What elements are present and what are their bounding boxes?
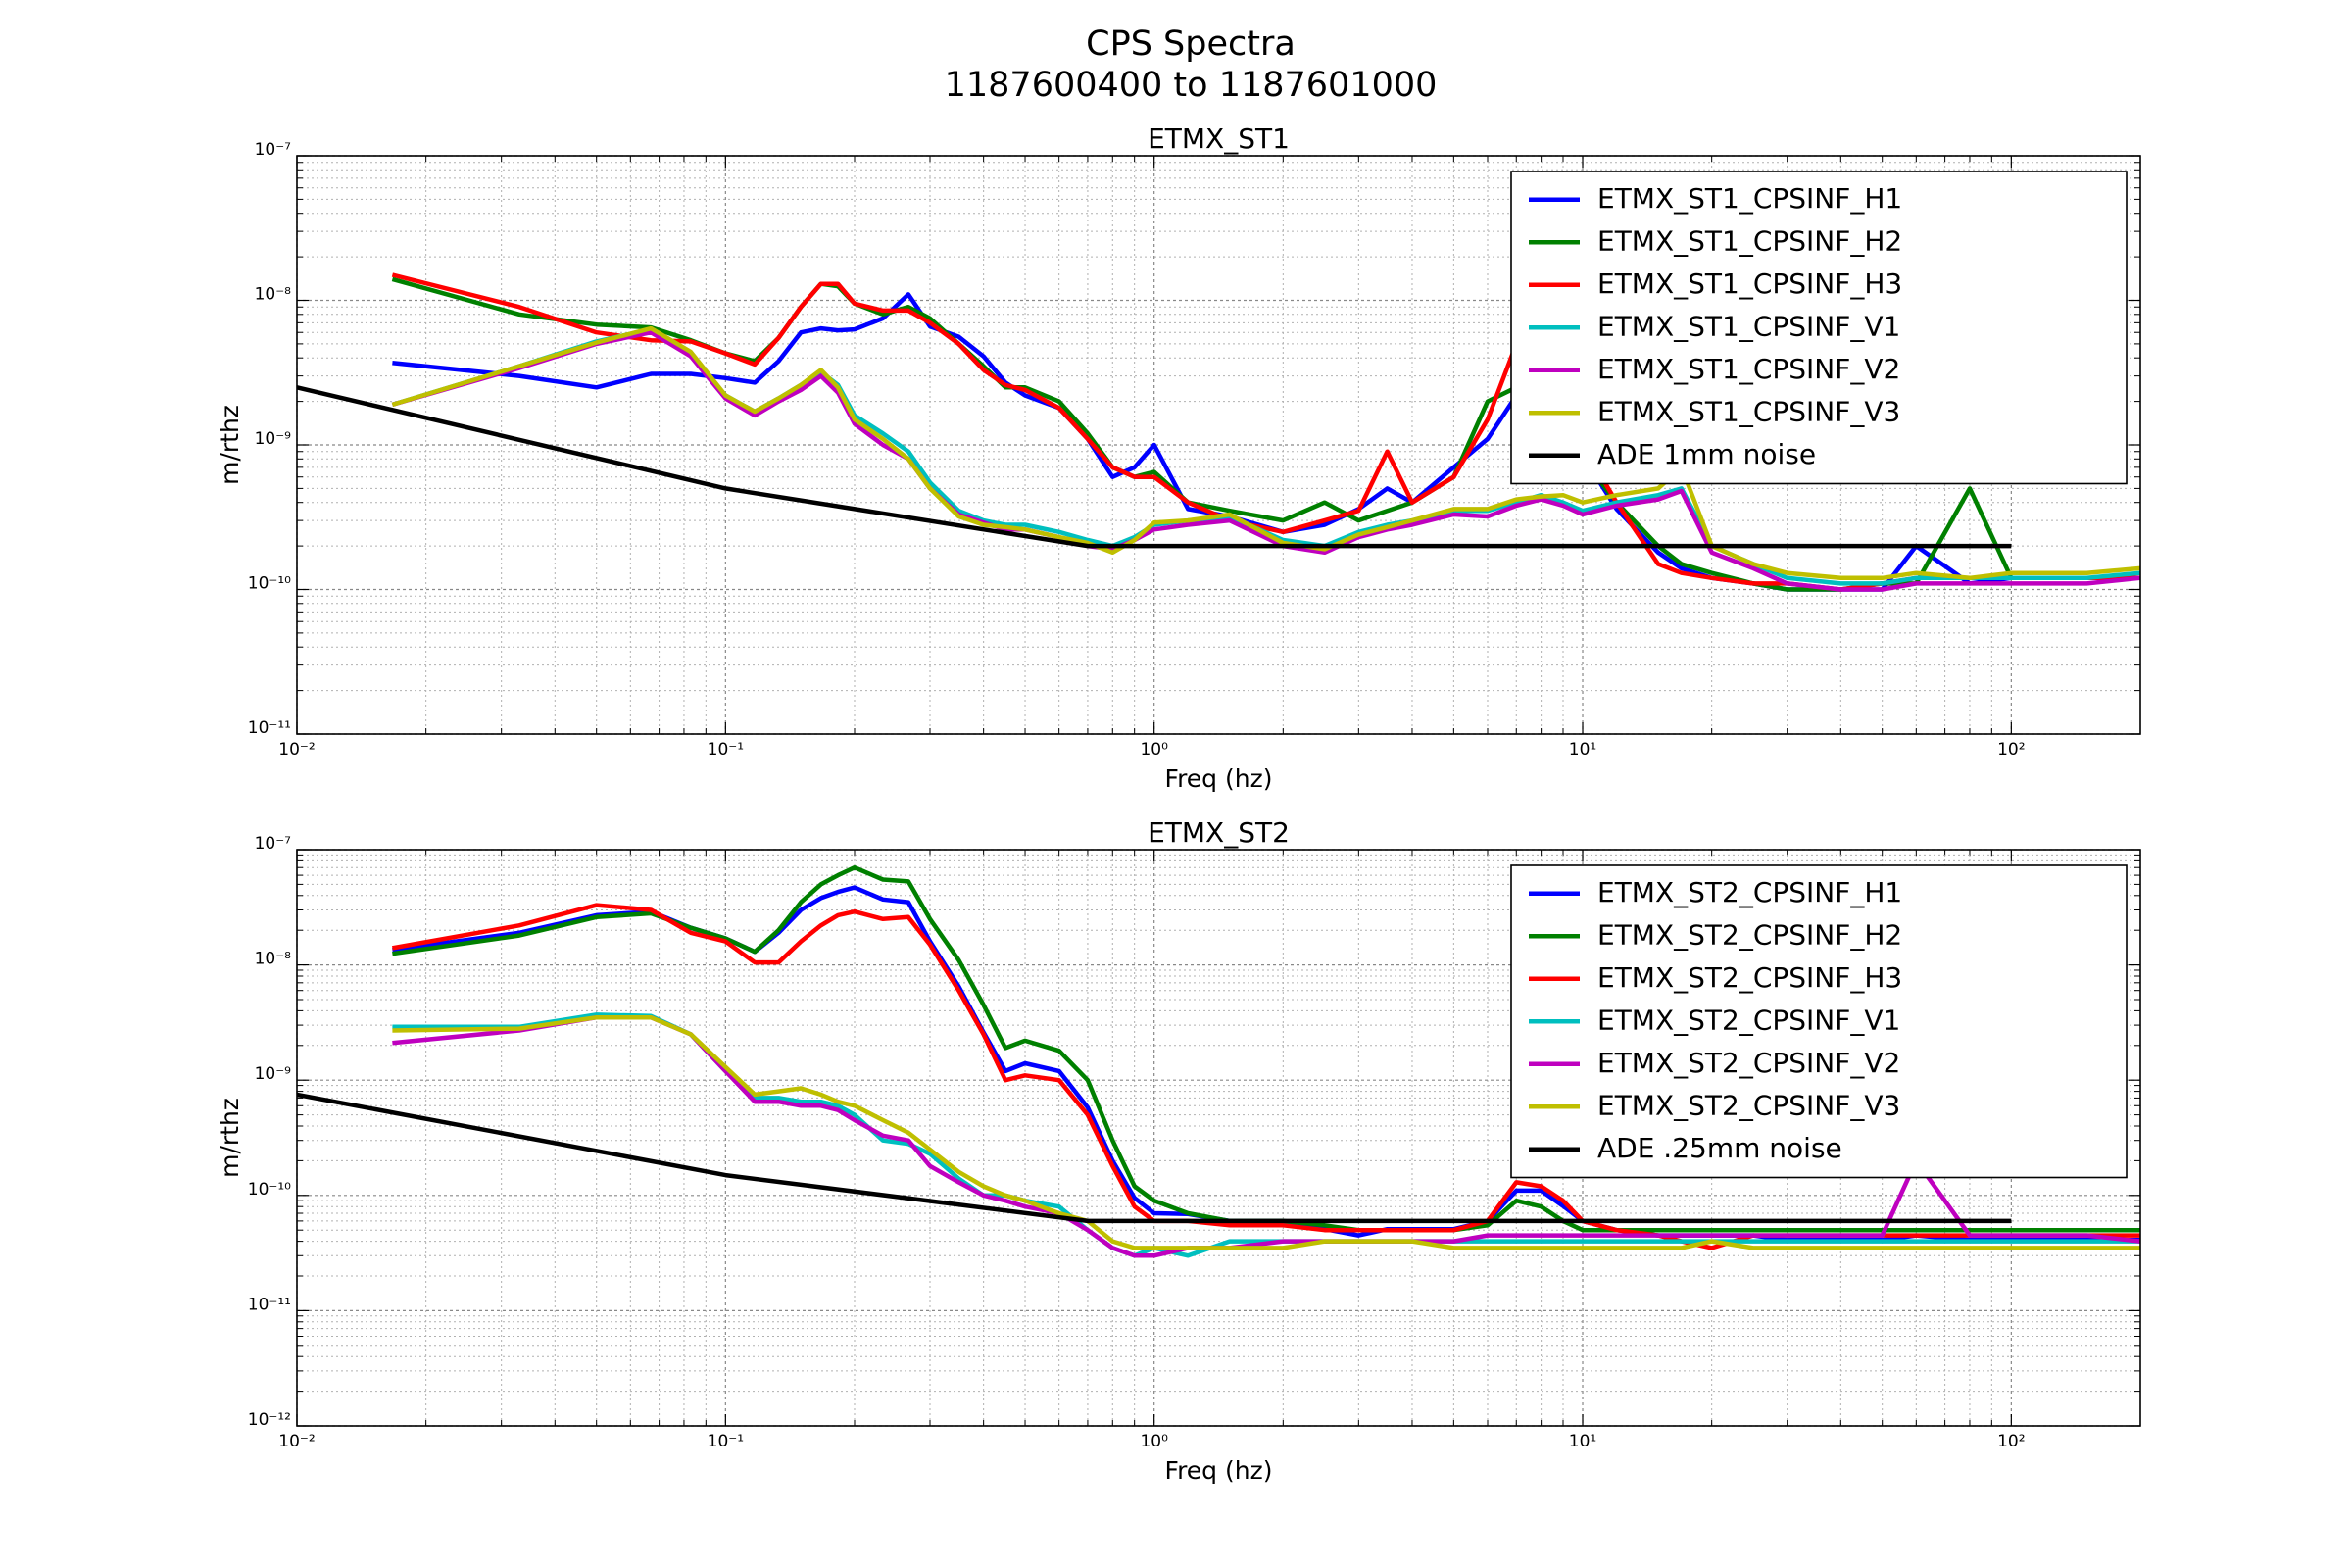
series-line [297, 385, 2012, 549]
legend-label: ETMX_ST1_CPSINF_H1 [1597, 182, 1902, 215]
legend-label: ETMX_ST2_CPSINF_H2 [1597, 918, 1902, 951]
y-tick-label: 10⁻¹¹ [248, 1295, 291, 1314]
axes-frame [296, 155, 2141, 735]
axes-frame [296, 849, 2141, 1427]
legend-label: ETMX_ST2_CPSINF_H1 [1597, 876, 1902, 908]
x-tick-label: 10⁻¹ [708, 1432, 744, 1451]
x-tick-label: 10⁻¹ [708, 740, 744, 760]
subplot: 10⁻² 10⁻¹ 10⁰ 10¹ 10² 10⁻¹² 10⁻¹¹ 10⁻¹⁰ 10⁻⁹ 10⁻⁸… [216, 816, 2141, 1485]
legend-label: ETMX_ST2_CPSINF_V2 [1597, 1047, 1900, 1079]
series-line [392, 1014, 2140, 1250]
legend-label: ETMX_ST2_CPSINF_H3 [1597, 961, 1902, 994]
y-tick-label: 10⁻⁷ [255, 140, 292, 160]
axes-title: ETMX_ST1 [1148, 122, 1290, 155]
legend-label: ETMX_ST2_CPSINF_V3 [1597, 1089, 1900, 1121]
figure-subtitle: 1187600400 to 1187601000 [945, 66, 1438, 105]
y-tick-label: 10⁻¹⁰ [248, 574, 291, 594]
axes-title: ETMX_ST2 [1148, 816, 1290, 849]
y-tick-label: 10⁻¹¹ [248, 718, 291, 738]
y-axis-label: m/rthz [216, 405, 244, 485]
x-axis-label: Freq (hz) [1165, 1456, 1273, 1485]
series-line [391, 329, 2140, 592]
legend-label: ADE .25mm noise [1597, 1132, 1842, 1164]
series-line [391, 272, 2140, 592]
legend-label: ETMX_ST2_CPSINF_V1 [1597, 1004, 1900, 1036]
y-tick-label: 10⁻¹⁰ [248, 1180, 291, 1200]
x-axis-label: Freq (hz) [1165, 764, 1273, 793]
x-tick-label: 10¹ [1569, 1432, 1596, 1451]
x-tick-label: 10⁻² [278, 1432, 315, 1451]
x-tick-label: 10⁰ [1140, 740, 1168, 760]
series-line [391, 325, 2140, 581]
legend-label: ETMX_ST1_CPSINF_H2 [1597, 224, 1902, 257]
y-tick-label: 10⁻⁹ [255, 1064, 292, 1084]
y-tick-label: 10⁻⁸ [255, 285, 292, 305]
legend-label: ADE 1mm noise [1597, 438, 1816, 470]
legend-box [1510, 171, 2128, 485]
y-tick-label: 10⁻⁹ [255, 429, 292, 449]
legend-box [1510, 864, 2128, 1179]
series-line [297, 1092, 2012, 1224]
legend: ETMX_ST1_CPSINF_H1 ETMX_ST1_CPSINF_H2 ETMX… [1510, 171, 2128, 485]
y-tick-label: 10⁻¹² [248, 1410, 291, 1430]
x-tick-label: 10⁻² [278, 740, 315, 760]
x-tick-label: 10² [1997, 740, 2025, 760]
legend-label: ETMX_ST1_CPSINF_H3 [1597, 268, 1902, 300]
legend-label: ETMX_ST1_CPSINF_V1 [1597, 310, 1900, 342]
x-tick-label: 10¹ [1569, 740, 1596, 760]
y-axis-label: m/rthz [216, 1098, 244, 1178]
legend: ETMX_ST2_CPSINF_H1 ETMX_ST2_CPSINF_H2 ETMX… [1510, 864, 2128, 1179]
series-line [392, 864, 2140, 1233]
x-tick-label: 10² [1997, 1432, 2025, 1451]
subplot: 10⁻² 10⁻¹ 10⁰ 10¹ 10² 10⁻¹¹ 10⁻¹⁰ 10⁻⁹ 10⁻⁸ 10⁻⁷ E… [216, 122, 2141, 793]
legend-label: ETMX_ST1_CPSINF_V2 [1597, 353, 1900, 385]
figure-title: CPS Spectra [1086, 24, 1296, 64]
x-tick-label: 10⁰ [1140, 1432, 1168, 1451]
legend-label: ETMX_ST1_CPSINF_V3 [1597, 395, 1900, 427]
y-tick-label: 10⁻⁷ [255, 834, 292, 854]
y-tick-label: 10⁻⁸ [255, 950, 292, 969]
